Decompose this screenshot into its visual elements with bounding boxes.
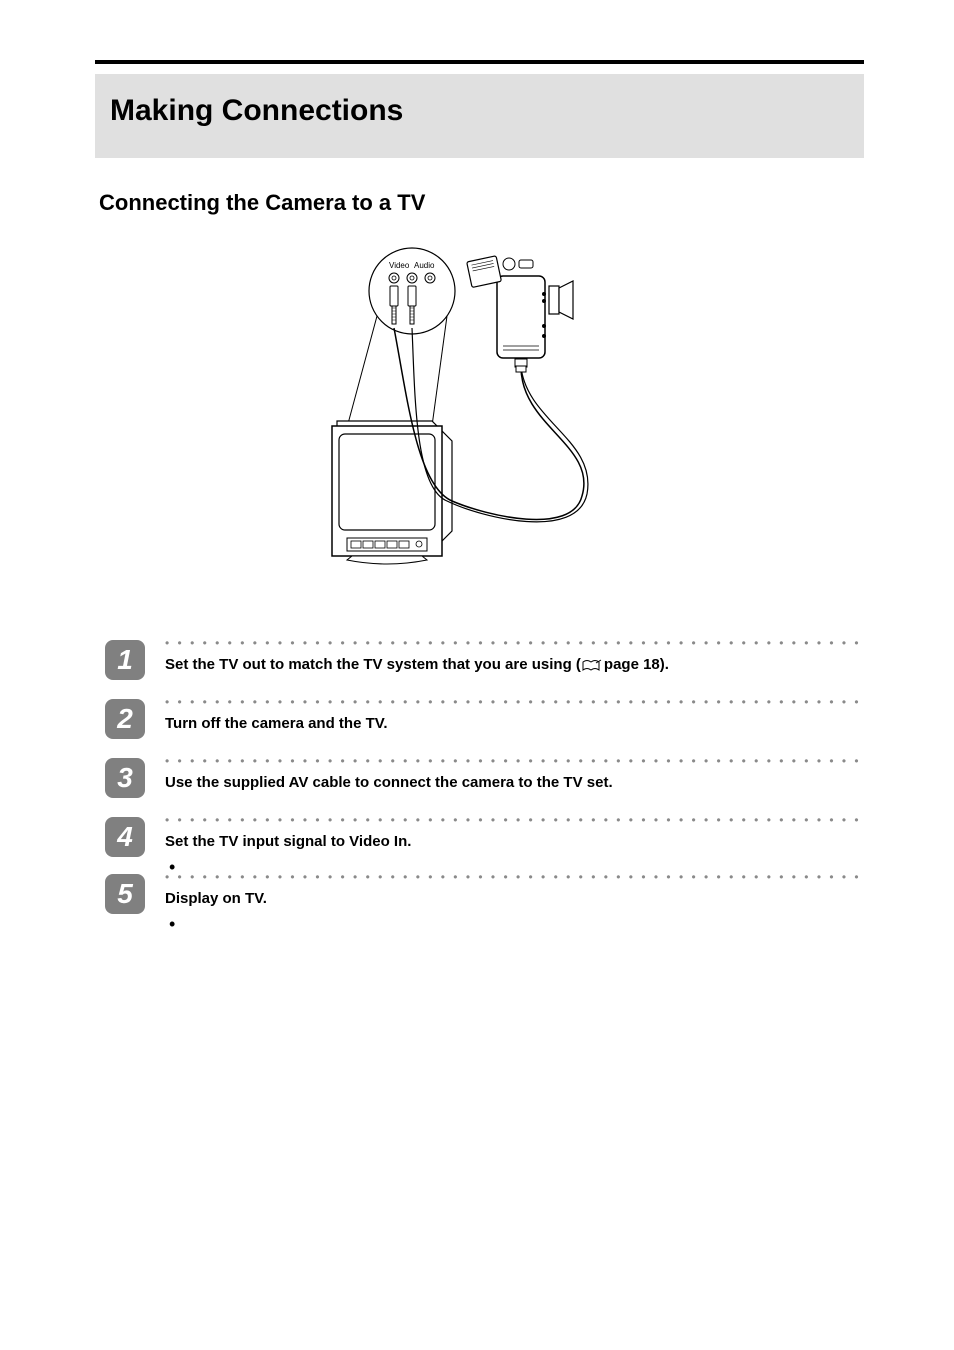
step-number: 2: [117, 705, 133, 733]
audio-label: Audio: [414, 261, 435, 270]
step-text: Set the TV out to match the TV system th…: [165, 654, 864, 675]
step-text: Set the TV input signal to Video In.: [165, 831, 864, 852]
step-text-after: page 18).: [604, 656, 669, 673]
step-4: 4 • • • • • • • • • • • • • • • • • • • …: [105, 813, 864, 852]
page-top-rule: [95, 60, 864, 64]
step-badge: 1: [105, 640, 145, 680]
step-divider: • • • • • • • • • • • • • • • • • • • • …: [165, 695, 864, 709]
step-2: 2 • • • • • • • • • • • • • • • • • • • …: [105, 695, 864, 734]
tv-icon: [332, 421, 452, 564]
title-bar: Making Connections: [95, 74, 864, 158]
step-1: 1 • • • • • • • • • • • • • • • • • • • …: [105, 636, 864, 675]
connection-diagram: Video Audio: [95, 246, 864, 591]
camera-icon: [467, 256, 573, 367]
step-badge: 2: [105, 699, 145, 739]
steps-list: 1 • • • • • • • • • • • • • • • • • • • …: [105, 636, 864, 909]
step-text: Turn off the camera and the TV.: [165, 713, 864, 734]
step-number: 1: [117, 646, 133, 674]
step-number: 5: [117, 880, 133, 908]
step-divider: • • • • • • • • • • • • • • • • • • • • …: [165, 813, 864, 827]
page-ref-icon: [582, 659, 602, 672]
tv-camera-svg: Video Audio: [297, 246, 662, 591]
section-subtitle: Connecting the Camera to a TV: [99, 190, 864, 216]
video-label: Video: [389, 261, 410, 270]
step-divider: • • • • • • • • • • • • • • • • • • • • …: [165, 754, 864, 768]
step-badge: 4: [105, 817, 145, 857]
step-badge: 3: [105, 758, 145, 798]
step-divider: • • • • • • • • • • • • • • • • • • • • …: [165, 870, 864, 884]
step-badge: 5: [105, 874, 145, 914]
page-title: Making Connections: [110, 94, 403, 127]
step-divider: • • • • • • • • • • • • • • • • • • • • …: [165, 636, 864, 650]
step-text: Display on TV.: [165, 888, 864, 909]
step-text: Use the supplied AV cable to connect the…: [165, 772, 864, 793]
step-number: 3: [117, 764, 133, 792]
step-number: 4: [117, 823, 133, 851]
step-5: 5 • • • • • • • • • • • • • • • • • • • …: [105, 870, 864, 909]
step-3: 3 • • • • • • • • • • • • • • • • • • • …: [105, 754, 864, 793]
step-text-before: Set the TV out to match the TV system th…: [165, 656, 581, 673]
